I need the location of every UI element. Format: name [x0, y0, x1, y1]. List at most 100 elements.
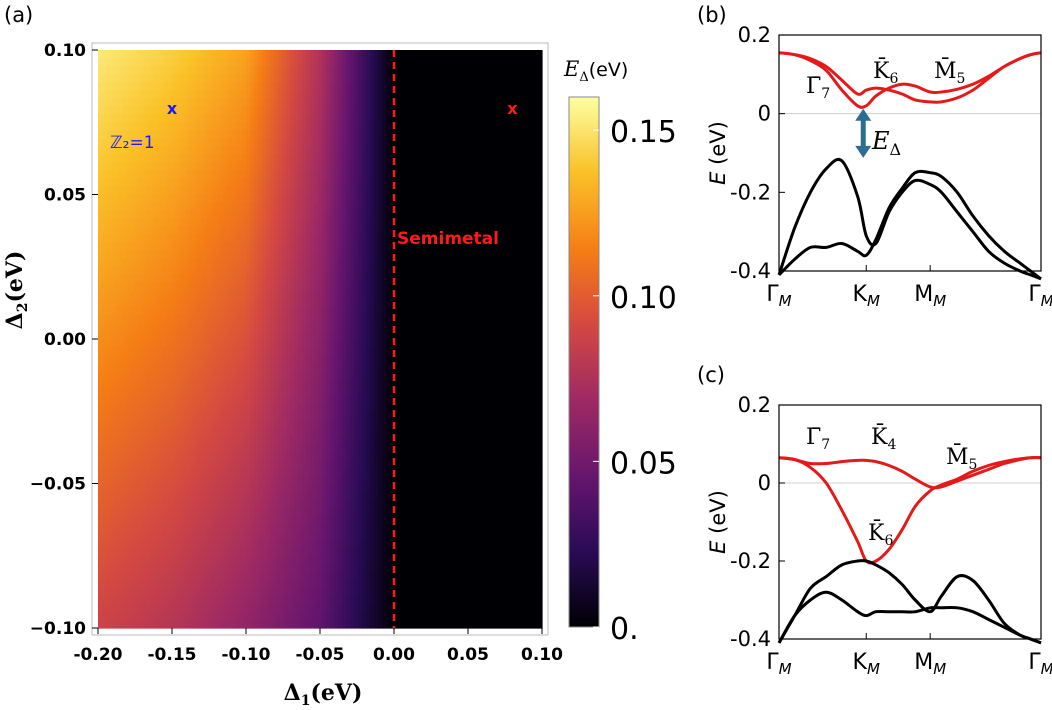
heatmap-cell [322, 475, 327, 485]
heatmap-cell [346, 210, 351, 220]
heatmap-cell [214, 186, 219, 196]
heatmap-cell [134, 170, 139, 180]
heatmap-cell [198, 274, 203, 284]
heatmap-cell [246, 90, 251, 99]
heatmap-cell [150, 595, 155, 605]
heatmap-cell [350, 603, 355, 613]
heatmap-cell [218, 274, 223, 284]
heatmap-cell [138, 443, 143, 452]
heatmap-cell [362, 186, 367, 196]
heatmap-cell [186, 595, 191, 605]
heatmap-cell [106, 250, 111, 260]
heatmap-cell [158, 547, 163, 557]
heatmap-cell [238, 210, 243, 220]
heatmap-cell [218, 571, 223, 581]
heatmap-cell [238, 427, 243, 436]
heatmap-cell [190, 250, 195, 260]
heatmap-cell [170, 339, 175, 348]
heatmap-cell [106, 379, 111, 388]
heatmap-cell [310, 154, 315, 163]
heatmap-cell [330, 547, 335, 557]
heatmap-cell [350, 306, 355, 316]
heatmap-cell [258, 603, 263, 613]
heatmap-cell [298, 90, 303, 99]
heatmap-cell [258, 491, 263, 501]
heatmap-cell [274, 491, 279, 501]
heatmap-cell [170, 66, 175, 75]
heatmap-cell [362, 114, 367, 123]
heatmap-cell [106, 322, 111, 332]
heatmap-cell [190, 555, 195, 565]
heatmap-cell [114, 435, 119, 444]
heatmap-cell [338, 419, 343, 428]
heatmap-cell [346, 218, 351, 228]
heatmap-cell [178, 475, 183, 485]
heatmap-cell [326, 387, 331, 396]
heatmap-cell [246, 298, 251, 308]
heatmap-cell [106, 571, 111, 581]
heatmap-cell [110, 146, 115, 155]
heatmap-cell [258, 347, 263, 356]
heatmap-cell [250, 515, 255, 525]
heatmap-cell [110, 322, 115, 332]
heatmap-cell [162, 579, 167, 589]
heatmap-cell [258, 595, 263, 605]
heatmap-cell [318, 507, 323, 517]
heatmap-cell [250, 218, 255, 228]
heatmap-cell [106, 178, 111, 188]
heatmap-cell [262, 523, 267, 533]
heatmap-cell [246, 306, 251, 316]
heatmap-cell [122, 226, 127, 236]
heatmap-cell [342, 66, 347, 75]
heatmap-cell [314, 298, 319, 308]
heatmap-cell [118, 427, 123, 436]
heatmap-cell [366, 411, 371, 420]
heatmap-cell [98, 330, 103, 340]
heatmap-cell [286, 250, 291, 260]
heatmap-cell [214, 355, 219, 364]
heatmap-cell [138, 186, 143, 196]
heatmap-cell [270, 202, 275, 212]
heatmap-cell [198, 347, 203, 356]
heatmap-cell [266, 555, 271, 565]
heatmap-cell [138, 523, 143, 533]
heatmap-cell [218, 74, 223, 83]
heatmap-cell [178, 298, 183, 308]
heatmap-cell [330, 114, 335, 123]
heatmap-cell [202, 258, 207, 268]
heatmap-cell [266, 130, 271, 139]
heatmap-cell [130, 82, 135, 91]
heatmap-cell [330, 66, 335, 75]
heatmap-cell [190, 306, 195, 316]
heatmap-cell [322, 355, 327, 364]
heatmap-cell [210, 555, 215, 565]
heatmap-cell [298, 202, 303, 212]
heatmap-cell [346, 154, 351, 163]
heatmap-cell [162, 66, 167, 75]
heatmap-cell [158, 451, 163, 461]
heatmap-cell [354, 322, 359, 332]
heatmap-cell [178, 499, 183, 509]
heatmap-cell [314, 178, 319, 188]
heatmap-cell [198, 355, 203, 364]
heatmap-cell [334, 459, 339, 469]
heatmap-cell [182, 138, 187, 147]
heatmap-cell [122, 138, 127, 147]
heatmap-cell [198, 523, 203, 533]
heatmap-cell [370, 298, 375, 308]
heatmap-cell [218, 162, 223, 172]
heatmap-cell [354, 395, 359, 404]
heatmap-cell [134, 531, 139, 541]
heatmap-cell [130, 595, 135, 605]
heatmap-cell [358, 491, 363, 501]
heatmap-cell [102, 587, 107, 597]
heatmap-cell [150, 282, 155, 292]
heatmap-cell [190, 611, 195, 621]
heatmap-cell [250, 210, 255, 220]
heatmap-cell [262, 146, 267, 155]
heatmap-cell [218, 523, 223, 533]
heatmap-cell [238, 355, 243, 364]
heatmap-cell [154, 363, 159, 372]
heatmap-cell [182, 274, 187, 284]
heatmap-cell [310, 563, 315, 573]
